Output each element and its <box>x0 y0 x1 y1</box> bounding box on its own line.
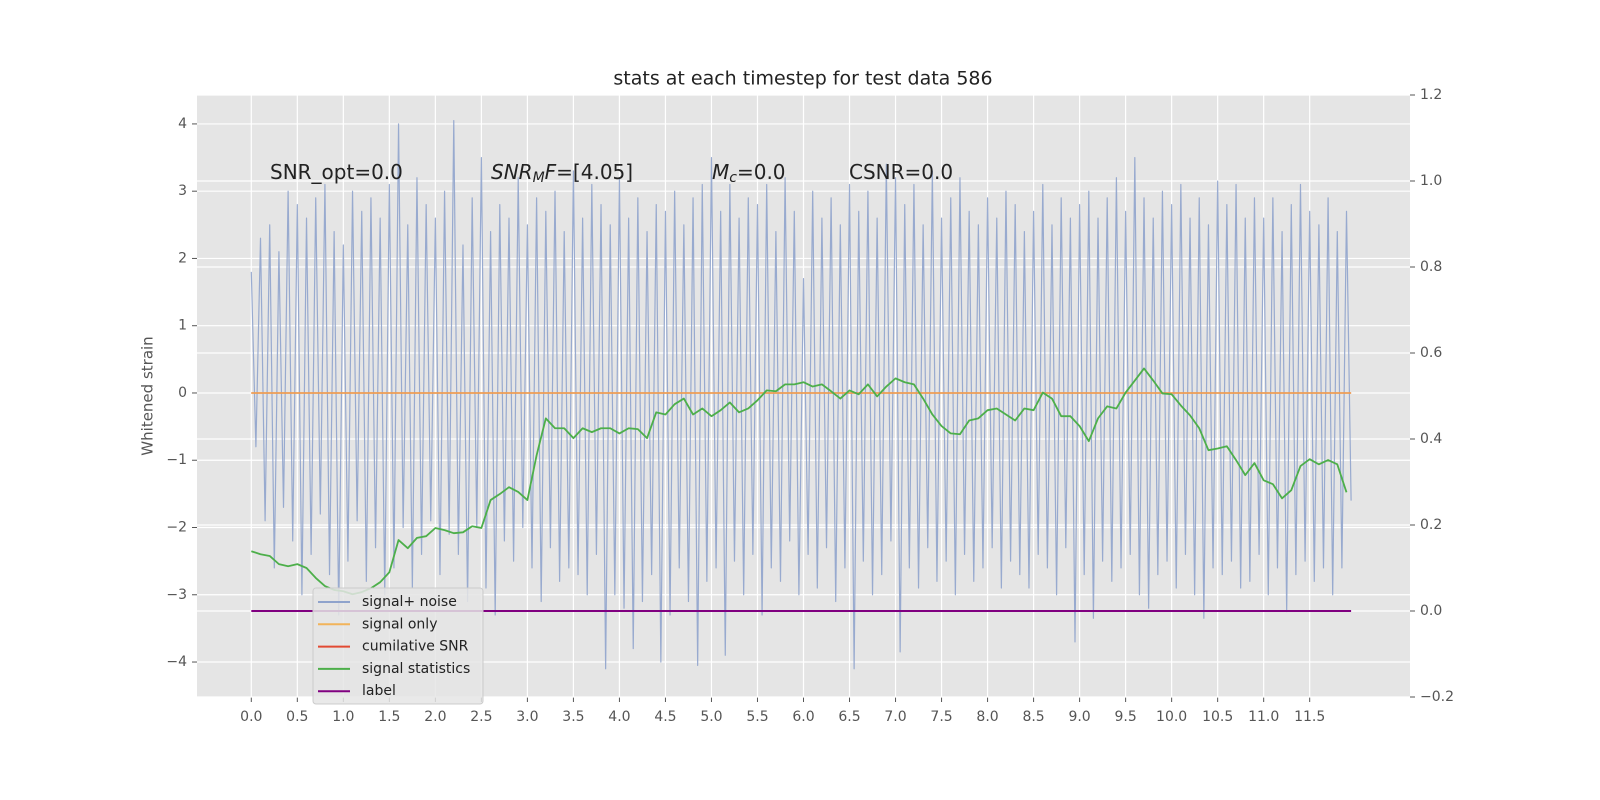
annotation-part: =[4.05] <box>556 160 633 184</box>
x-tick-label: 11.5 <box>1294 709 1325 725</box>
annotation-part: M <box>533 170 545 186</box>
chart-title: stats at each timestep for test data 586 <box>613 68 992 90</box>
series-line <box>251 367 1348 596</box>
x-tick-label: 9.0 <box>1068 709 1090 725</box>
y-axis-label: Whitened strain <box>139 336 157 455</box>
annotation-part: CSNR=0.0 <box>849 160 953 184</box>
x-tick-label: 4.5 <box>654 709 676 725</box>
x-tick-label: 3.5 <box>562 709 584 725</box>
y2-tick-label: 0.8 <box>1420 259 1442 275</box>
legend-label: cumilative SNR <box>362 639 469 655</box>
x-tick-label: 2.5 <box>470 709 492 725</box>
y-tick-label: −1 <box>166 452 187 468</box>
y-tick-label: 3 <box>178 183 187 199</box>
x-tick-label: 1.5 <box>378 709 400 725</box>
x-tick-label: 10.5 <box>1202 709 1233 725</box>
y2-tick-label: 0.2 <box>1420 517 1442 533</box>
x-tick-label: 7.5 <box>930 709 952 725</box>
x-tick-label: 9.5 <box>1114 709 1136 725</box>
annotation-part: SNR_opt=0.0 <box>270 160 403 184</box>
y2-tick-label: 0.4 <box>1420 431 1442 447</box>
legend-label: signal statistics <box>362 661 470 677</box>
x-tick-label: 5.0 <box>700 709 722 725</box>
annotation-part: =0.0 <box>737 160 786 184</box>
annotation: SNRMF=[4.05] <box>491 160 633 187</box>
x-tick-label: 10.0 <box>1156 709 1187 725</box>
x-tick-label: 0.0 <box>240 709 262 725</box>
annotation: Mc=0.0 <box>712 160 786 187</box>
x-tick-label: 5.5 <box>746 709 768 725</box>
x-tick-label: 8.5 <box>1022 709 1044 725</box>
y-tick-label: 4 <box>178 116 187 132</box>
annotation: SNR_opt=0.0 <box>270 160 403 184</box>
annotation-part: SNR <box>491 160 533 184</box>
x-tick-label: 7.0 <box>884 709 906 725</box>
y-tick-label: −3 <box>166 587 187 603</box>
x-tick-label: 1.0 <box>332 709 354 725</box>
y-tick-label: −4 <box>166 654 187 670</box>
y-tick-label: 1 <box>178 318 187 334</box>
y2-tick-label: 0.0 <box>1420 603 1442 619</box>
y-tick-label: 0 <box>178 385 187 401</box>
legend-box <box>312 587 484 705</box>
annotation-part: M <box>712 160 729 184</box>
x-tick-label: 4.0 <box>608 709 630 725</box>
legend-label: signal only <box>362 616 437 632</box>
annotation-part: F <box>545 160 557 184</box>
x-tick-label: 3.0 <box>516 709 538 725</box>
x-tick-label: 8.0 <box>976 709 998 725</box>
x-tick-label: 2.0 <box>424 709 446 725</box>
y2-tick-label: −0.2 <box>1420 689 1454 705</box>
legend-label: signal+ noise <box>362 594 457 610</box>
y-tick-label: −2 <box>166 519 187 535</box>
y2-tick-label: 1.2 <box>1420 87 1442 103</box>
y2-tick-label: 1.0 <box>1420 173 1442 189</box>
x-tick-label: 6.5 <box>838 709 860 725</box>
x-tick-label: 6.0 <box>792 709 814 725</box>
y2-tick-label: 0.6 <box>1420 345 1442 361</box>
legend-label: label <box>362 683 396 699</box>
annotation: CSNR=0.0 <box>849 160 953 184</box>
x-tick-label: 0.5 <box>286 709 308 725</box>
y-tick-label: 2 <box>178 250 187 266</box>
x-tick-label: 11.0 <box>1248 709 1279 725</box>
series-line <box>250 119 1352 670</box>
annotation-part: c <box>729 170 737 186</box>
